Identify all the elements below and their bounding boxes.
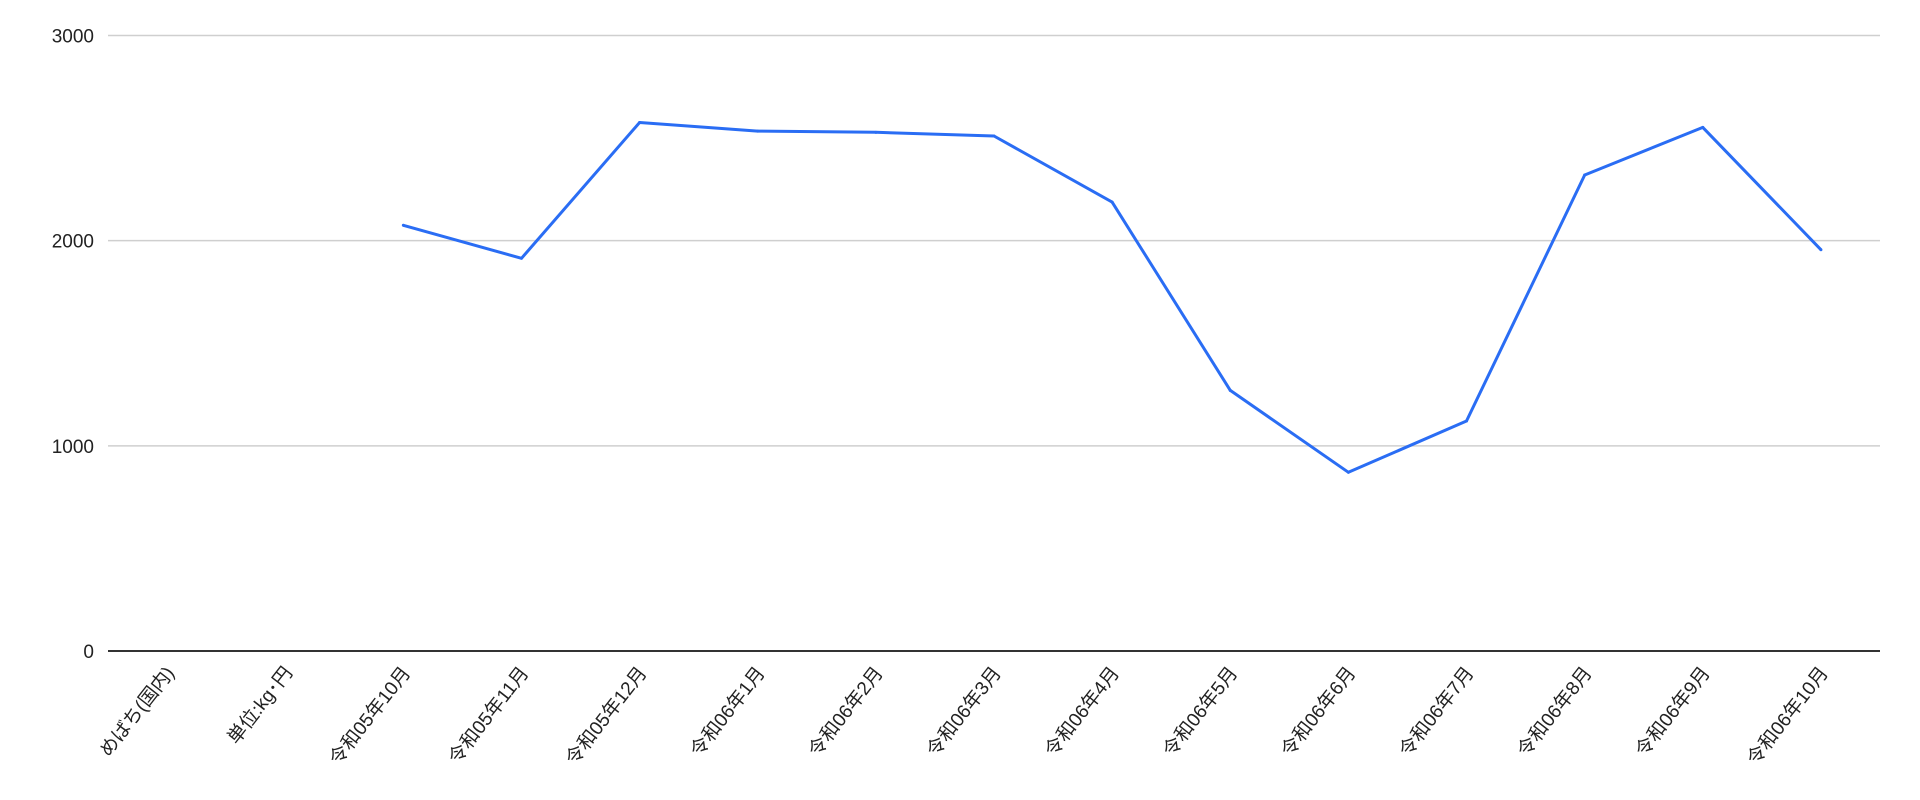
data-point [874, 130, 878, 134]
data-point [1583, 173, 1587, 177]
x-tick-label: 令和05年10月 [325, 663, 415, 770]
data-point [756, 129, 760, 133]
x-tick-label: 単位:kg･円 [223, 663, 297, 749]
x-tick-label: 令和05年12月 [561, 663, 651, 770]
x-tick-label: 令和06年1月 [686, 663, 770, 761]
data-point [1465, 419, 1469, 423]
x-tick-label: 令和06年6月 [1277, 663, 1361, 761]
x-tick-label: めばち(国内) [95, 663, 179, 761]
data-point [401, 223, 405, 227]
x-tick-label: 令和06年5月 [1159, 663, 1243, 761]
data-point [519, 256, 523, 260]
data-point [1110, 200, 1114, 204]
data-point [992, 134, 996, 138]
x-tick-label: 令和06年9月 [1631, 663, 1715, 761]
y-tick-label: 1000 [52, 437, 94, 458]
y-tick-label: 3000 [52, 27, 94, 48]
x-tick-label: 令和06年3月 [922, 663, 1006, 761]
x-tick-label: 令和06年8月 [1513, 663, 1597, 761]
x-tick-label: 令和05年11月 [444, 663, 533, 769]
data-point [638, 120, 642, 124]
data-point [1701, 125, 1705, 129]
x-tick-label: 令和06年2月 [804, 663, 888, 761]
series-line [402, 121, 1822, 474]
y-tick-label: 0 [83, 642, 94, 663]
x-tick-label: 令和06年10月 [1743, 663, 1833, 770]
x-tick-label: 令和06年4月 [1040, 663, 1124, 761]
y-tick-label: 2000 [52, 232, 94, 253]
data-point [1346, 470, 1350, 474]
data-point [1228, 388, 1232, 392]
x-tick-label: 令和06年7月 [1395, 663, 1479, 761]
data-point [1819, 248, 1823, 252]
